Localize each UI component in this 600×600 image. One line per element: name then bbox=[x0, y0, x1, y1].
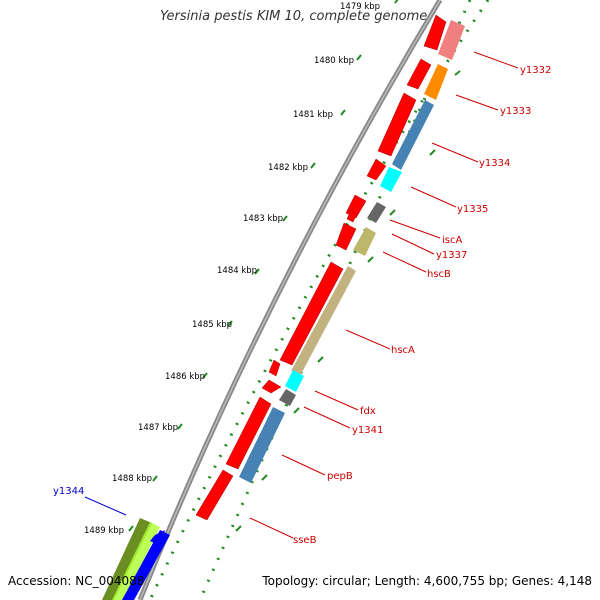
colored-gene-bars bbox=[239, 20, 465, 483]
label-leader-blue bbox=[84, 496, 127, 516]
inner-tick-marks bbox=[235, 70, 461, 532]
gene-label: sseB bbox=[293, 535, 317, 546]
gene-label: hscA bbox=[391, 345, 415, 356]
red-gene-arrows bbox=[195, 14, 447, 521]
gene-label: y1334 bbox=[479, 158, 510, 169]
bottom-genes bbox=[102, 518, 170, 600]
tick-label: 1486 kbp bbox=[165, 372, 205, 382]
topology-text: Topology: circular; Length: 4,600,755 bp… bbox=[262, 574, 592, 588]
tick-labels: 1479 kbp 1480 kbp 1481 kbp 1482 kbp 1483… bbox=[84, 2, 380, 536]
genome-title: Yersinia pestis KIM 10, complete genome bbox=[160, 9, 428, 24]
backbone-arc bbox=[137, 0, 443, 600]
tick-label: 1481 kbp bbox=[293, 110, 333, 120]
gene-label: fdx bbox=[360, 406, 376, 417]
tick-label: 1488 kbp bbox=[112, 474, 152, 484]
gene-label: y1344 bbox=[53, 486, 84, 497]
gene-label: y1341 bbox=[352, 425, 383, 436]
gene-label: iscA bbox=[442, 235, 462, 246]
gene-label: pepB bbox=[327, 471, 353, 482]
tick-label: 1489 kbp bbox=[84, 526, 124, 536]
tick-label: 1485 kbp bbox=[192, 320, 232, 330]
tick-label: 1483 kbp bbox=[243, 214, 283, 224]
gene-label: y1332 bbox=[520, 65, 551, 76]
tick-label: 1480 kbp bbox=[314, 56, 354, 66]
gene-label: y1335 bbox=[457, 204, 488, 215]
tick-label: 1479 kbp bbox=[340, 2, 380, 12]
gene-label: y1333 bbox=[500, 106, 531, 117]
accession-text: Accession: NC_004088 bbox=[8, 574, 145, 588]
gene-label: y1337 bbox=[436, 250, 467, 261]
label-leaders bbox=[249, 51, 519, 539]
tick-label: 1482 kbp bbox=[268, 163, 308, 173]
gene-labels: y1332 y1333 y1334 y1335 iscA y1337 hscB … bbox=[53, 65, 551, 546]
tick-label: 1484 kbp bbox=[217, 266, 257, 276]
tick-label: 1487 kbp bbox=[138, 423, 178, 433]
gene-label: hscB bbox=[427, 269, 451, 280]
tick-marks bbox=[128, 0, 399, 532]
